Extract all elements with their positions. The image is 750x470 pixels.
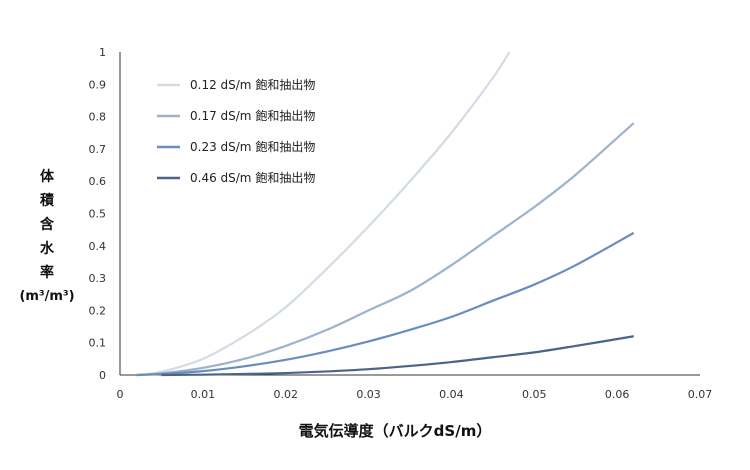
y-tick-label: 1: [99, 46, 106, 59]
axes: [119, 52, 700, 376]
x-ticks: 0 0.01 0.02 0.03 0.04 0.05 0.06 0.07: [117, 388, 713, 401]
y-tick-label: 0.6: [89, 175, 107, 188]
y-tick-label: 0.8: [89, 111, 107, 124]
legend: 0.12 dS/m 飽和抽出物 0.17 dS/m 飽和抽出物 0.23 dS/m …: [157, 77, 315, 185]
y-tick-label: 0.4: [89, 240, 107, 253]
y-axis-label-char: 水: [40, 240, 55, 257]
y-axis-label-char: 含: [40, 216, 55, 233]
x-tick-label: 0: [117, 388, 124, 401]
series-lines: [136, 51, 635, 377]
legend-label: 0.17 dS/m 飽和抽出物: [190, 108, 315, 123]
y-tick-label: 0.2: [89, 304, 107, 317]
series-line: [136, 231, 635, 377]
x-tick-label: 0.02: [273, 388, 298, 401]
series-line: [136, 122, 635, 377]
series-line: [161, 335, 634, 377]
legend-label: 0.46 dS/m 飽和抽出物: [190, 170, 315, 185]
legend-label: 0.12 dS/m 飽和抽出物: [190, 77, 315, 92]
series-line: [136, 51, 511, 377]
y-tick-label: 0.7: [89, 143, 107, 156]
y-axis-label: 体 積 含 水 率 (m³/m³): [19, 168, 74, 304]
y-tick-label: 0.3: [89, 272, 107, 285]
y-tick-label: 0.5: [89, 208, 107, 221]
x-tick-label: 0.04: [439, 388, 464, 401]
y-axis-label-char: 積: [39, 192, 55, 209]
x-tick-label: 0.06: [605, 388, 630, 401]
y-tick-label: 0.9: [89, 78, 107, 91]
y-tick-label: 0: [99, 369, 106, 382]
y-tick-label: 0.1: [89, 337, 107, 350]
x-tick-label: 0.07: [688, 388, 713, 401]
x-tick-label: 0.01: [191, 388, 216, 401]
y-axis-label-unit: (m³/m³): [19, 289, 74, 304]
x-tick-label: 0.05: [522, 388, 547, 401]
y-axis-label-char: 率: [40, 264, 54, 281]
y-ticks: 0 0.1 0.2 0.3 0.4 0.5 0.6 0.7 0.8 0.9 1: [89, 46, 107, 382]
y-axis-label-char: 体: [40, 168, 55, 185]
legend-label: 0.23 dS/m 飽和抽出物: [190, 139, 315, 154]
x-axis-label: 電気伝導度（バルクdS/m）: [299, 422, 492, 440]
x-tick-label: 0.03: [356, 388, 381, 401]
